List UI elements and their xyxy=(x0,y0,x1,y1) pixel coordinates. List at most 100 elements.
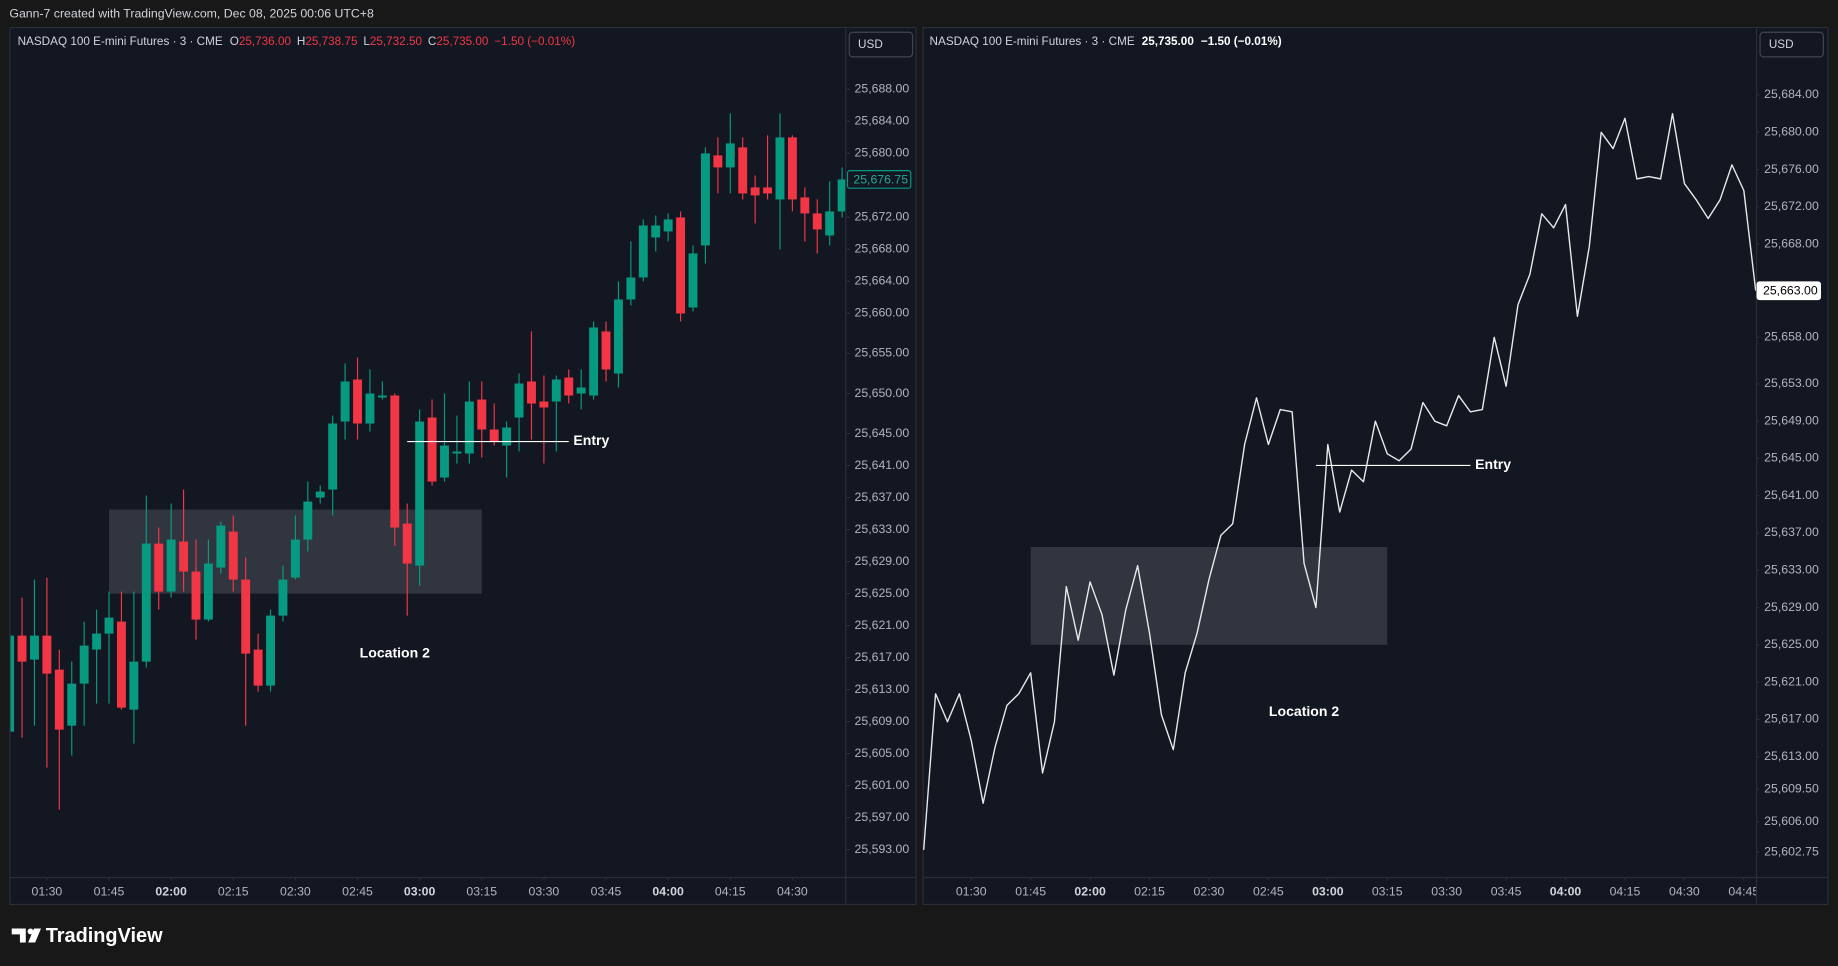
candle-body xyxy=(527,381,536,404)
candle-body xyxy=(42,635,52,674)
x-tick-label: 04:00 xyxy=(1550,884,1582,898)
y-tick-label: 25,645.00 xyxy=(1764,451,1819,465)
candle-body xyxy=(415,421,425,566)
button-label[interactable]: USD xyxy=(1769,38,1794,51)
y-tick-label: 25,684.00 xyxy=(855,114,910,128)
candle-body xyxy=(738,147,748,194)
y-tick-label: 25,668.00 xyxy=(855,242,910,256)
x-tick-label: 03:30 xyxy=(1431,884,1462,898)
time-axis: 01:30 01:45 02:00 02:15 02:30 02:45 03:00 03:15… xyxy=(31,878,808,898)
candle-body xyxy=(427,417,437,482)
currency-button[interactable]: USD xyxy=(848,31,914,58)
y-tick-label: 25,597.00 xyxy=(855,810,910,824)
plot: Entry Location 2 xyxy=(922,112,1756,850)
y-tick-label: 25,625.00 xyxy=(1764,637,1819,651)
y-tick-label: 25,606.00 xyxy=(1764,814,1819,828)
y-tick-label: 25,650.00 xyxy=(855,386,910,400)
candle-body xyxy=(725,143,735,168)
x-tick-label: 01:30 xyxy=(31,884,62,898)
y-tick-label: 25,653.00 xyxy=(1764,376,1819,390)
y-tick-label: 25,680.00 xyxy=(1764,125,1819,139)
legend-line: NASDAQ 100 E-mini Futures · 3 · CME O25,7… xyxy=(18,35,576,48)
candle-body xyxy=(290,539,300,578)
button-frame[interactable] xyxy=(848,31,914,58)
x-tick-label: 04:15 xyxy=(715,884,746,898)
candle-body xyxy=(191,571,201,620)
x-tick-label: 02:30 xyxy=(1194,884,1225,898)
candle-body xyxy=(141,543,151,662)
candle-body xyxy=(564,377,574,396)
candle-body xyxy=(502,427,512,446)
change: −1.50 (−0.01%) xyxy=(1201,35,1282,48)
candle-body xyxy=(67,683,77,726)
candle-body xyxy=(241,579,251,654)
candle-body xyxy=(116,621,126,708)
y-tick-label: 25,688.00 xyxy=(855,82,910,96)
y-tick-label: 25,605.00 xyxy=(855,746,910,760)
y-tick-label: 25,601.00 xyxy=(855,778,910,792)
caption: Gann-7 created with TradingView.com, Dec… xyxy=(9,6,374,20)
candle-body xyxy=(166,539,176,592)
candle-body xyxy=(688,253,698,308)
candle-body xyxy=(651,225,661,238)
candle-body xyxy=(601,331,611,370)
plot: Entry Location 2 xyxy=(10,113,846,810)
candle-body xyxy=(626,277,636,300)
ohlc-value: 25,738.75 xyxy=(305,35,358,48)
y-tick-label: 25,684.00 xyxy=(1764,87,1819,101)
y-tick-label: 25,672.00 xyxy=(855,210,910,224)
time-axis: 01:30 01:45 02:00 02:15 02:30 02:45 03:00 03:15… xyxy=(956,878,1756,898)
candle-body xyxy=(539,401,549,408)
x-tick-label: 01:45 xyxy=(1015,884,1046,898)
y-tick-label: 25,629.00 xyxy=(1764,600,1819,614)
currency-button[interactable]: USD xyxy=(1759,31,1824,58)
x-tick-label: 02:45 xyxy=(342,884,373,898)
button-frame[interactable] xyxy=(1759,31,1824,58)
candle-body xyxy=(787,137,797,200)
candle-body xyxy=(340,381,350,422)
button-label[interactable]: USD xyxy=(858,38,883,51)
candle-body xyxy=(452,451,462,454)
ohlc-value: 25,736.00 xyxy=(239,35,292,48)
x-tick-label: 04:15 xyxy=(1610,884,1641,898)
x-tick-label: 03:45 xyxy=(591,884,622,898)
candle-body xyxy=(837,179,846,212)
last-price-label: 25,676.75 xyxy=(853,172,908,186)
y-tick-label: 25,633.00 xyxy=(855,522,910,536)
x-tick-label: 03:15 xyxy=(1372,884,1403,898)
candle-body xyxy=(663,219,673,232)
x-tick-label: 02:15 xyxy=(1134,884,1165,898)
x-tick-label: 03:00 xyxy=(404,884,436,898)
ohlc-key: H xyxy=(297,35,305,48)
candle-body xyxy=(390,395,400,528)
ohlc-key: C xyxy=(428,35,437,48)
x-tick-label: 03:15 xyxy=(466,884,497,898)
candle-body xyxy=(812,213,822,230)
x-tick-label: 02:00 xyxy=(1074,884,1106,898)
x-tick-label: 02:00 xyxy=(155,884,187,898)
x-tick-label: 02:45 xyxy=(1253,884,1284,898)
x-tick-label: 03:00 xyxy=(1312,884,1344,898)
ohlc-key: O xyxy=(230,35,239,48)
candle-body xyxy=(266,615,275,686)
x-tick-label: 04:30 xyxy=(777,884,808,898)
x-tick-label: 02:30 xyxy=(280,884,311,898)
y-tick-label: 25,617.00 xyxy=(855,650,910,664)
candle-body xyxy=(700,153,710,246)
y-tick-label: 25,609.00 xyxy=(855,714,910,728)
candle-body xyxy=(129,661,139,710)
brand-name: TradingView xyxy=(46,925,163,947)
candle-body xyxy=(10,635,15,732)
x-tick-label: 01:30 xyxy=(956,884,987,898)
y-tick-label: 25,629.00 xyxy=(855,554,910,568)
candle-body xyxy=(514,383,524,418)
y-tick-label: 25,672.00 xyxy=(1764,199,1819,213)
candle-body xyxy=(216,525,226,568)
y-tick-label: 25,641.00 xyxy=(1764,488,1819,502)
y-tick-label: 25,676.00 xyxy=(1764,162,1819,176)
x-tick-label: 01:45 xyxy=(94,884,125,898)
price-axis: 25,684.00 25,680.00 25,676.00 25,672.00 25,6… xyxy=(1755,87,1822,858)
candle-body xyxy=(638,225,648,278)
candle-body xyxy=(775,137,785,200)
